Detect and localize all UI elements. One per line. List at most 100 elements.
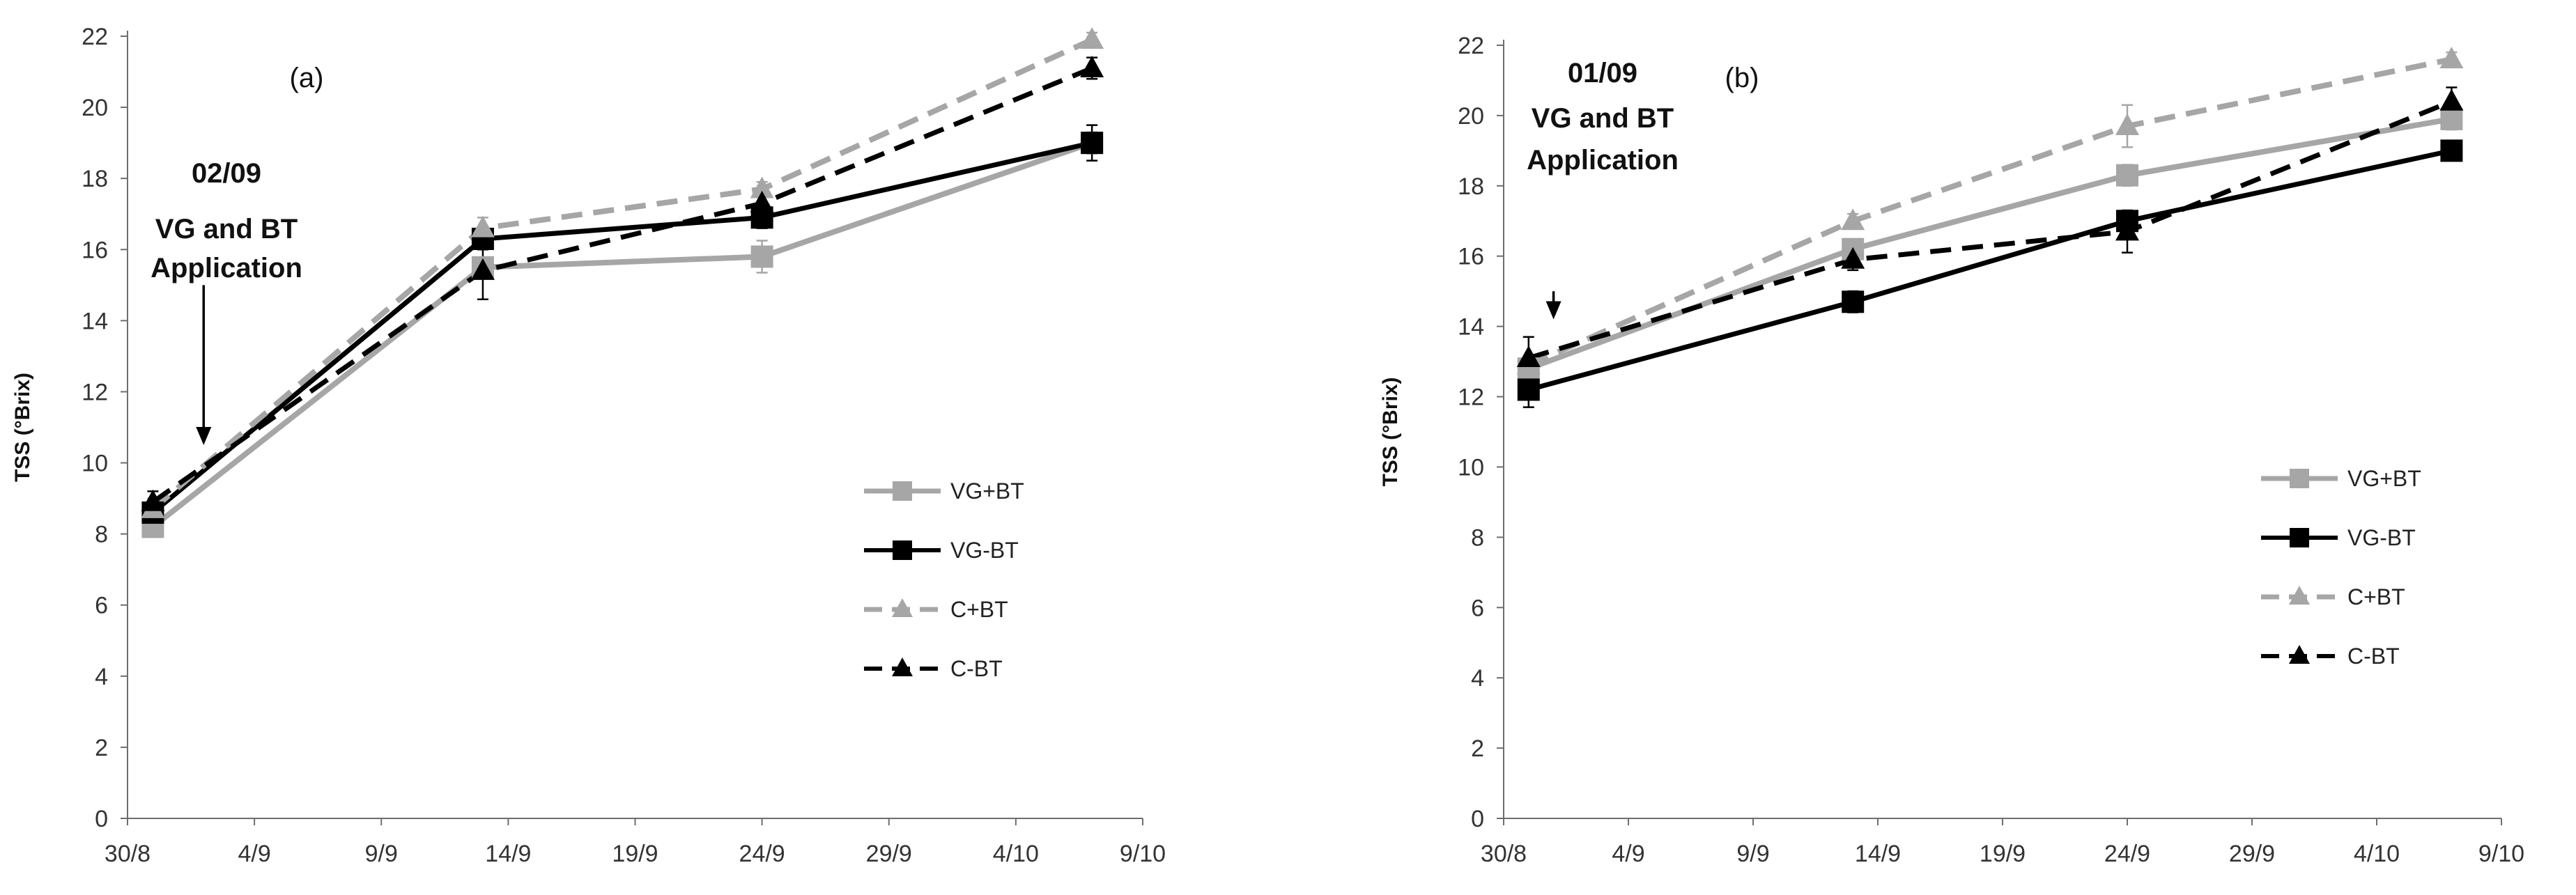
legend-marker-c-minus-bt-a <box>892 657 913 676</box>
y-tick-label-a: 18 <box>82 166 108 192</box>
x-tick-label-a: 4/10 <box>993 841 1039 867</box>
series-line-vg-minus-bt-a <box>151 140 1093 515</box>
data-point-c-plus-minus-bt-b <box>1841 208 1865 231</box>
annotation-text-b: 01/09 <box>1568 58 1637 88</box>
series-line-vg-plus-minus-bt-a <box>151 140 1093 529</box>
data-point-c-minus-bt-b <box>2115 219 2139 241</box>
data-point-c-minus-bt-a <box>470 258 495 280</box>
data-point-c-minus-bt-b <box>2439 88 2464 111</box>
y-tick-label-a: 0 <box>95 806 108 832</box>
series-line-vg-minus-bt-b <box>1527 148 2453 392</box>
y-tick-label-b: 18 <box>1458 173 1484 200</box>
x-tick-label-b: 14/9 <box>1855 841 1901 867</box>
panel-label-a: (a) <box>290 63 324 93</box>
legend-label-vg-minus-bt-b: VG-BT <box>2347 525 2416 550</box>
legend-entry-vg-minus-bt-b: VG-BT <box>2261 525 2416 550</box>
data-point-vg-minus-bt-b <box>1517 378 1540 401</box>
panel-label-b: (b) <box>1725 63 1759 93</box>
y-tick-label-b: 22 <box>1458 33 1484 59</box>
legend-marker-vg-minus-bt-b <box>2290 528 2309 547</box>
legend-entry-vg-plus-minus-bt-a: VG+BT <box>864 478 1024 504</box>
y-tick-label-b: 20 <box>1458 103 1484 130</box>
x-tick-label-a: 29/9 <box>866 841 912 867</box>
legend-marker-c-minus-bt-b <box>2289 645 2310 664</box>
legend-label-c-plus-minus-bt-b: C+BT <box>2347 584 2405 609</box>
x-tick-label-a: 4/9 <box>238 841 270 867</box>
legend-entry-c-plus-minus-bt-a: C+BT <box>864 597 1008 622</box>
x-tick-label-b: 4/10 <box>2354 841 2400 867</box>
legend-label-c-minus-bt-a: C-BT <box>950 656 1003 681</box>
data-point-c-plus-minus-bt-a <box>470 215 495 238</box>
y-tick-label-b: 14 <box>1458 314 1484 341</box>
legend-label-c-plus-minus-bt-a: C+BT <box>950 597 1008 622</box>
x-tick-label-a: 9/9 <box>365 841 398 867</box>
x-tick-label-b: 9/9 <box>1736 841 1769 867</box>
data-point-vg-minus-bt-b <box>1842 290 1865 313</box>
annotation-arrow-a <box>196 285 212 446</box>
y-tick-label-a: 22 <box>82 24 108 50</box>
annotation-arrow-b <box>1545 291 1561 320</box>
legend-marker-vg-minus-bt-a <box>893 540 912 560</box>
data-point-vg-minus-bt-b <box>2440 139 2463 162</box>
legend-label-vg-plus-minus-bt-b: VG+BT <box>2347 466 2421 491</box>
y-tick-label-a: 10 <box>82 451 108 477</box>
data-point-vg-plus-minus-bt-a <box>750 245 773 268</box>
legend-marker-vg-plus-minus-bt-b <box>2290 469 2309 488</box>
y-axis-title-b: TSS (°Brix) <box>1379 377 1402 486</box>
data-point-c-plus-minus-bt-a <box>750 176 774 199</box>
x-tick-label-a: 19/9 <box>612 841 658 867</box>
y-tick-label-b: 8 <box>1471 524 1484 551</box>
annotation-text-b: Application <box>1527 145 1679 176</box>
legend-marker-c-plus-minus-bt-a <box>892 598 913 617</box>
y-tick-label-b: 0 <box>1471 806 1484 832</box>
series-line-c-plus-minus-bt-b <box>1527 56 2453 368</box>
x-tick-label-a: 14/9 <box>485 841 531 867</box>
x-tick-label-a: 9/10 <box>1120 841 1166 867</box>
x-tick-label-b: 29/9 <box>2229 841 2275 867</box>
y-tick-label-b: 2 <box>1471 736 1484 762</box>
data-point-vg-plus-minus-bt-b <box>2440 107 2463 130</box>
y-tick-label-b: 16 <box>1458 244 1484 270</box>
legend-entry-vg-plus-minus-bt-b: VG+BT <box>2261 466 2421 491</box>
x-tick-label-b: 24/9 <box>2104 841 2150 867</box>
y-tick-label-a: 8 <box>95 522 108 548</box>
chart-a: 0 2 4 6 8 10 12 14 16 18 20 22 30/8 4/9 9/9 14/9 19/9 24/… <box>11 24 1166 867</box>
chart-b: 0 2 4 6 8 10 12 14 16 18 20 22 30/8 4/9 9/9 14/9 19/9 24/… <box>1379 33 2524 867</box>
legend-marker-vg-plus-minus-bt-a <box>893 481 912 501</box>
legend-entry-c-plus-minus-bt-b: C+BT <box>2261 584 2405 609</box>
data-point-c-minus-bt-a <box>750 190 774 212</box>
legend-label-c-minus-bt-b: C-BT <box>2347 644 2400 669</box>
data-point-vg-minus-bt-a <box>1081 132 1104 155</box>
legend-label-vg-plus-minus-bt-a: VG+BT <box>950 478 1024 504</box>
y-tick-label-b: 6 <box>1471 595 1484 621</box>
annotation-text-a: Application <box>151 253 302 283</box>
series-line-c-minus-bt-a <box>151 65 1093 504</box>
y-tick-label-a: 14 <box>82 308 108 334</box>
x-tick-label-a: 30/8 <box>105 841 151 867</box>
data-point-c-minus-bt-b <box>1516 345 1541 368</box>
annotation-text-b: VG and BT <box>1532 103 1674 134</box>
x-tick-label-b: 30/8 <box>1481 841 1527 867</box>
annotation-text-a: 02/09 <box>192 158 261 189</box>
data-point-c-plus-minus-bt-b <box>2439 47 2464 69</box>
annotation-text-a: VG and BT <box>155 214 298 244</box>
y-tick-label-a: 20 <box>82 95 108 121</box>
x-tick-label-b: 4/9 <box>1612 841 1644 867</box>
y-axis-title-a: TSS (°Brix) <box>11 373 34 482</box>
data-point-c-minus-bt-a <box>1080 55 1104 77</box>
x-tick-label-a: 24/9 <box>739 841 785 867</box>
y-tick-label-a: 6 <box>95 593 108 619</box>
y-tick-label-b: 4 <box>1471 665 1484 692</box>
y-tick-label-b: 10 <box>1458 454 1484 481</box>
chart-panel-a: 0 2 4 6 8 10 12 14 16 18 20 22 30/8 4/9 9/9 14/9 19/9 24/… <box>0 0 1216 895</box>
data-point-c-minus-bt-a <box>141 489 165 511</box>
legend-entry-vg-minus-bt-a: VG-BT <box>864 538 1019 563</box>
chart-panel-b: 0 2 4 6 8 10 12 14 16 18 20 22 30/8 4/9 9/9 14/9 19/9 24/… <box>1366 0 2576 895</box>
x-tick-label-b: 19/9 <box>1980 841 2026 867</box>
y-tick-label-a: 12 <box>82 379 108 405</box>
legend-entry-c-minus-bt-b: C-BT <box>2261 644 2400 669</box>
y-tick-label-a: 2 <box>95 735 108 761</box>
data-point-c-minus-bt-b <box>1841 247 1865 269</box>
legend-label-vg-minus-bt-a: VG-BT <box>950 538 1019 563</box>
y-tick-label-a: 4 <box>95 664 108 690</box>
